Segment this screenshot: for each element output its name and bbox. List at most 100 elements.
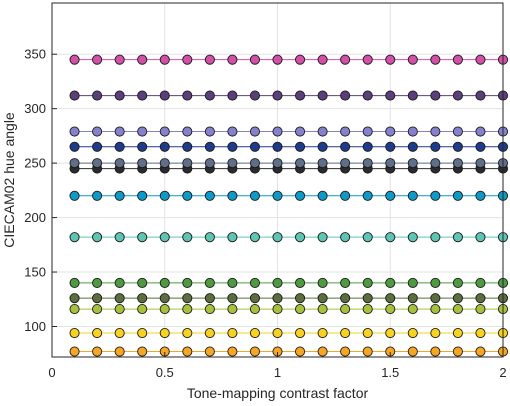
data-point xyxy=(92,277,103,288)
data-point xyxy=(362,304,373,315)
x-tick-label: 0 xyxy=(48,365,55,380)
data-point xyxy=(385,54,396,65)
data-point xyxy=(137,90,148,101)
data-point xyxy=(430,277,441,288)
data-point xyxy=(204,141,215,152)
data-point xyxy=(430,190,441,201)
y-tick-label: 300 xyxy=(24,101,46,116)
data-point xyxy=(385,141,396,152)
data-point xyxy=(114,346,125,357)
data-point xyxy=(385,304,396,315)
data-point xyxy=(249,158,260,169)
data-point xyxy=(294,293,306,304)
data-point xyxy=(137,277,148,288)
x-tick-label: 1.5 xyxy=(381,365,399,380)
data-point xyxy=(317,327,328,339)
data-point xyxy=(182,232,193,243)
data-point xyxy=(294,126,306,137)
data-point xyxy=(227,158,238,169)
data-point xyxy=(114,232,125,243)
data-point xyxy=(272,54,283,65)
data-point xyxy=(92,90,103,101)
data-point xyxy=(430,346,441,357)
data-point xyxy=(385,293,396,304)
data-point xyxy=(340,190,351,201)
data-point xyxy=(204,232,215,243)
data-point xyxy=(317,346,328,357)
data-point xyxy=(407,90,418,101)
data-point xyxy=(137,327,148,339)
data-point xyxy=(430,327,441,339)
data-point xyxy=(114,327,125,339)
data-point xyxy=(227,346,238,357)
series xyxy=(69,126,509,137)
data-point xyxy=(340,327,351,339)
series xyxy=(69,158,509,169)
series xyxy=(69,54,509,65)
x-axis-label: Tone-mapping contrast factor xyxy=(187,385,369,401)
series-layer xyxy=(69,54,509,357)
data-point xyxy=(340,90,351,101)
data-point xyxy=(362,277,373,288)
data-point xyxy=(317,232,328,243)
data-point xyxy=(340,54,351,65)
data-point xyxy=(249,126,260,137)
data-point xyxy=(294,304,306,315)
data-point xyxy=(294,190,306,201)
data-point xyxy=(69,126,80,137)
data-point xyxy=(92,327,103,339)
data-point xyxy=(69,293,80,304)
data-point xyxy=(272,90,283,101)
data-point xyxy=(92,304,103,315)
data-point xyxy=(227,293,238,304)
data-point xyxy=(475,90,486,101)
data-point xyxy=(159,54,170,65)
data-point xyxy=(114,54,125,65)
data-point xyxy=(272,277,283,288)
data-point xyxy=(182,327,193,339)
data-point xyxy=(159,126,170,137)
data-point xyxy=(340,126,351,137)
data-point xyxy=(385,190,396,201)
data-point xyxy=(452,190,463,201)
data-point xyxy=(249,327,260,339)
series xyxy=(69,163,509,174)
data-point xyxy=(69,158,80,169)
data-point xyxy=(362,90,373,101)
data-point xyxy=(294,158,306,169)
y-tick-label: 200 xyxy=(24,210,46,225)
data-point xyxy=(137,126,148,137)
series xyxy=(69,346,509,357)
data-point xyxy=(430,90,441,101)
data-point xyxy=(430,232,441,243)
data-point xyxy=(204,126,215,137)
y-tick-label: 100 xyxy=(24,319,46,334)
data-point xyxy=(430,304,441,315)
data-point xyxy=(430,158,441,169)
data-point xyxy=(385,277,396,288)
data-point xyxy=(159,158,170,169)
data-point xyxy=(452,304,463,315)
data-point xyxy=(385,158,396,169)
data-point xyxy=(204,293,215,304)
data-point xyxy=(204,304,215,315)
data-point xyxy=(137,304,148,315)
data-point xyxy=(475,327,486,339)
data-point xyxy=(272,141,283,152)
data-point xyxy=(475,190,486,201)
data-point xyxy=(475,293,486,304)
data-point xyxy=(204,346,215,357)
data-point xyxy=(159,277,170,288)
data-point xyxy=(407,190,418,201)
data-point xyxy=(475,277,486,288)
series xyxy=(69,293,509,304)
data-point xyxy=(407,232,418,243)
data-point xyxy=(159,90,170,101)
data-point xyxy=(362,346,373,357)
data-point xyxy=(340,141,351,152)
data-point xyxy=(137,232,148,243)
data-point xyxy=(362,158,373,169)
data-point xyxy=(475,54,486,65)
data-point xyxy=(430,126,441,137)
data-point xyxy=(137,346,148,357)
